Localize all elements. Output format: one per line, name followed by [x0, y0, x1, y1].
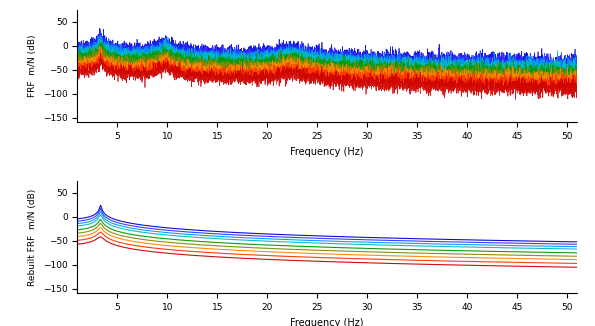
- X-axis label: Frequency (Hz): Frequency (Hz): [290, 318, 364, 326]
- X-axis label: Frequency (Hz): Frequency (Hz): [290, 147, 364, 156]
- Y-axis label: Rebuilt FRF  m/N (dB): Rebuilt FRF m/N (dB): [29, 188, 37, 286]
- Y-axis label: FRF  m/N (dB): FRF m/N (dB): [29, 35, 37, 97]
